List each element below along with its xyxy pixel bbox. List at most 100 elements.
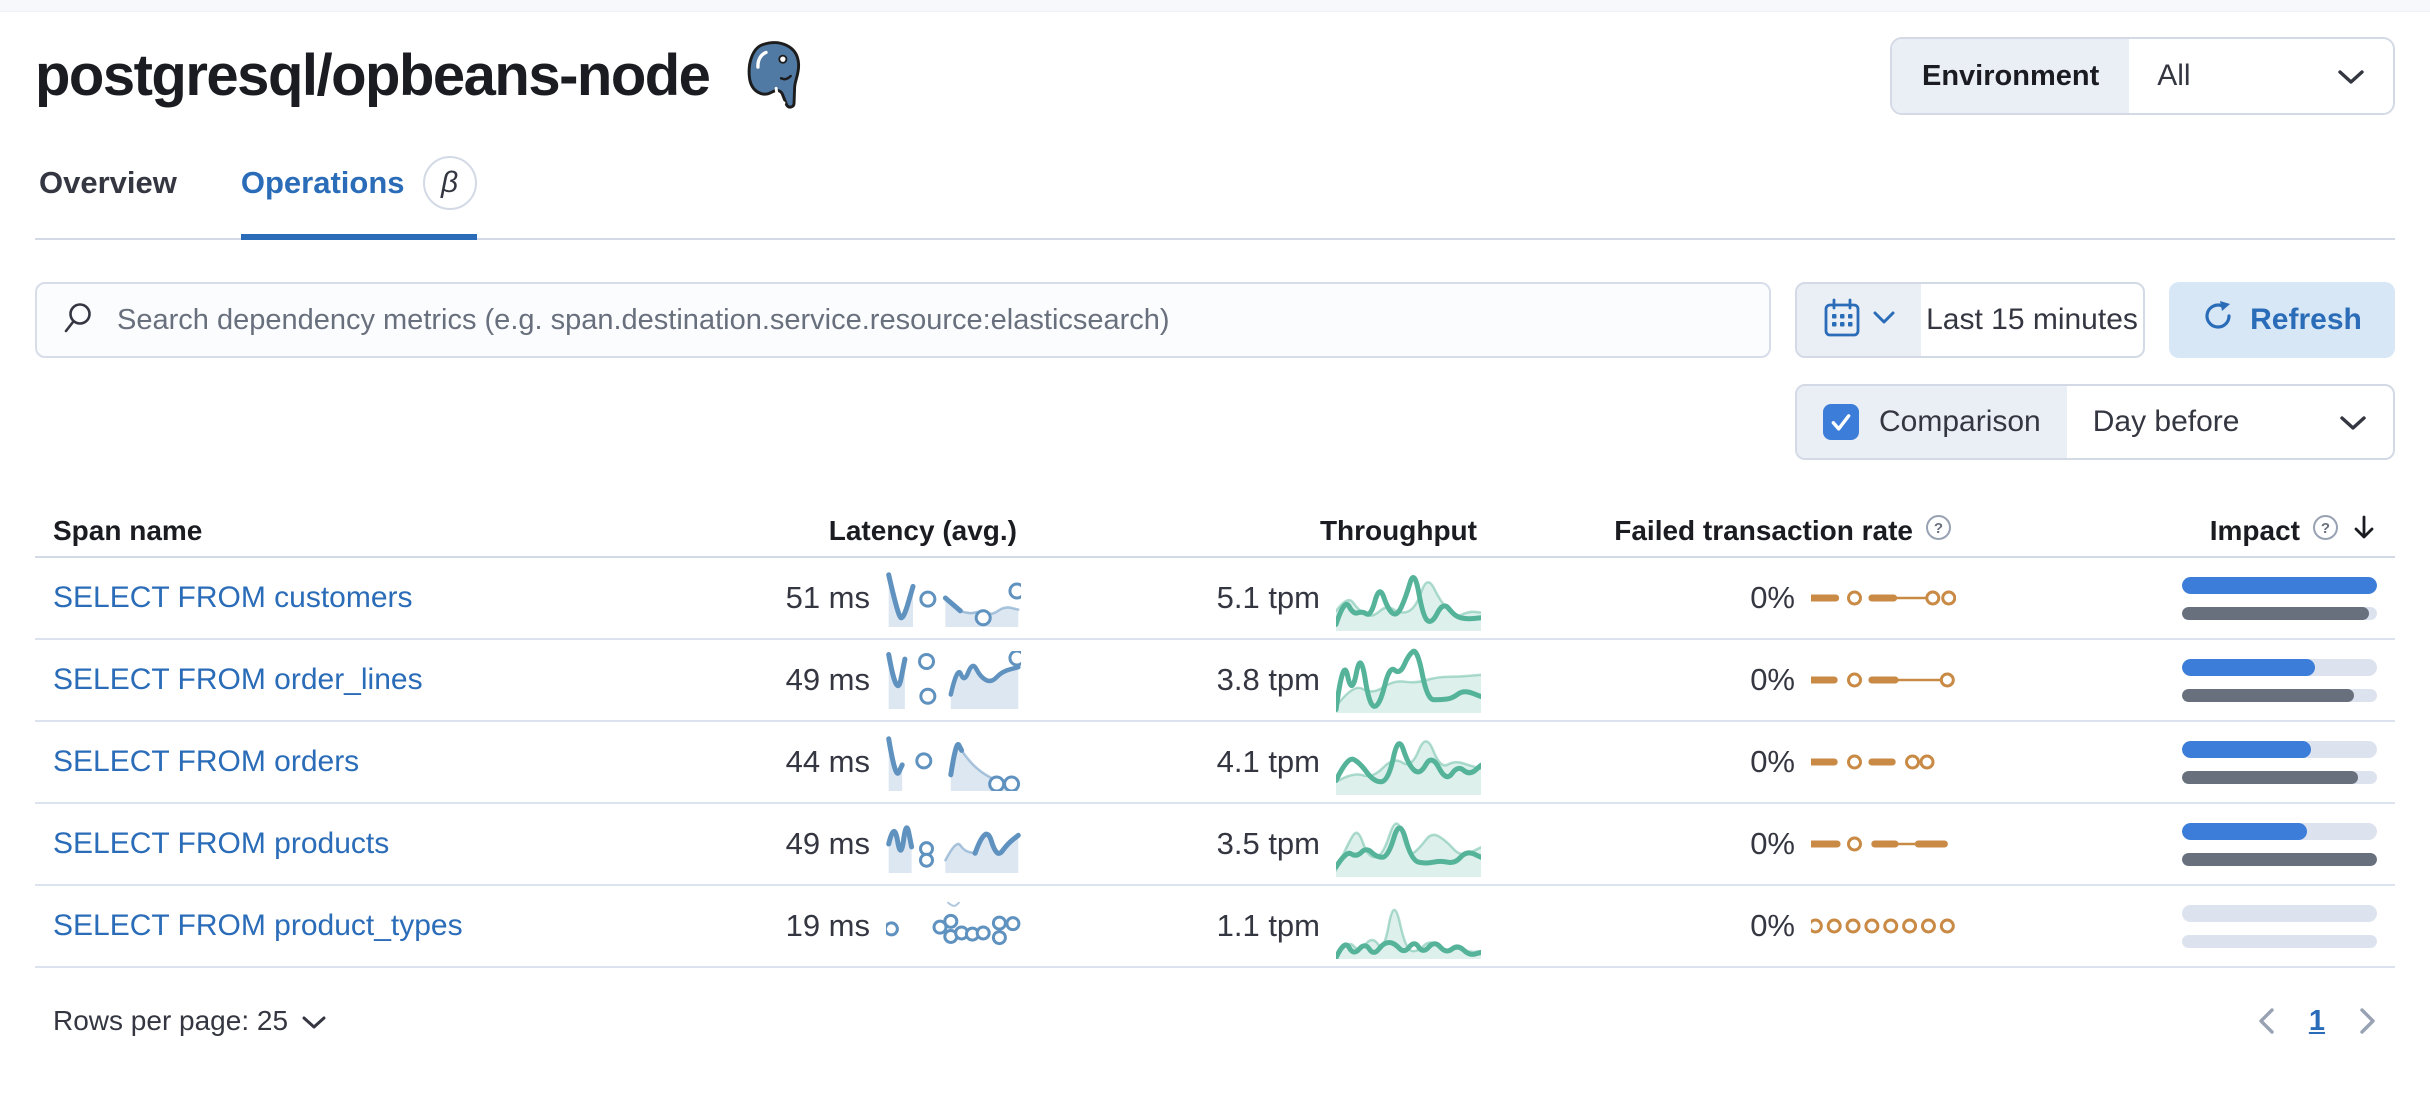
latency-sparkline	[886, 901, 1021, 946]
environment-filter-label: Environment	[1892, 39, 2130, 113]
page-title: postgresql/opbeans-node	[35, 43, 711, 108]
throughput-sparkline	[1336, 822, 1481, 877]
sort-descending-icon[interactable]	[2351, 514, 2377, 549]
table-row: SELECT FROM orders 44 ms 4.1 tpm 0%	[35, 722, 2395, 804]
throughput-value: 4.1 tpm	[1216, 744, 1320, 779]
comparison-selected-value: Day before	[2092, 405, 2240, 438]
comparison-group: Comparison Day before	[1795, 384, 2395, 460]
impact-cell	[1970, 576, 2395, 620]
impact-cell	[1970, 658, 2395, 702]
date-quick-menu-button[interactable]	[1797, 284, 1921, 356]
operations-table: Span name Latency (avg.) Throughput Fail…	[35, 510, 2395, 1060]
time-range-button[interactable]: Last 15 minutes	[1926, 303, 2138, 336]
help-icon[interactable]: ?	[1925, 514, 1952, 548]
throughput-sparkline	[1336, 648, 1481, 713]
refresh-button[interactable]: Refresh	[2169, 282, 2395, 358]
beta-badge: β	[422, 156, 477, 210]
toolbar: Last 15 minutes Refresh	[35, 282, 2395, 358]
latency-cell: 49 ms	[700, 815, 1035, 873]
page-number-1[interactable]: 1	[2308, 1004, 2325, 1037]
impact-bar-previous	[2182, 770, 2377, 784]
throughput-cell: 3.5 tpm	[1035, 811, 1495, 877]
search-input[interactable]	[115, 302, 1745, 338]
impact-cell	[1970, 822, 2395, 866]
latency-sparkline	[886, 736, 1021, 791]
tab-operations[interactable]: Operations β	[240, 156, 477, 240]
pagination: 1	[2257, 1005, 2377, 1038]
failed-rate-value: 0%	[1750, 826, 1795, 861]
column-header-latency: Latency (avg.)	[828, 515, 1017, 546]
failed-rate-cell: 0%	[1495, 908, 1970, 944]
failed-rate-cell: 0%	[1495, 826, 1970, 862]
latency-cell: 19 ms	[700, 897, 1035, 955]
refresh-icon	[2202, 300, 2234, 340]
throughput-cell: 5.1 tpm	[1035, 565, 1495, 631]
throughput-sparkline	[1336, 574, 1481, 631]
rows-per-page-button[interactable]: Rows per page: 25	[53, 1005, 326, 1037]
page-header: postgresql/opbeans-node Environment All	[35, 34, 2395, 118]
latency-value: 51 ms	[785, 580, 870, 615]
span-name-link[interactable]: SELECT FROM order_lines	[53, 663, 423, 696]
throughput-value: 1.1 tpm	[1216, 908, 1320, 943]
impact-cell	[1970, 740, 2395, 784]
comparison-select[interactable]: Day before	[2067, 386, 2393, 458]
latency-sparkline	[886, 651, 1021, 709]
failed-rate-value: 0%	[1750, 580, 1795, 615]
throughput-sparkline	[1336, 908, 1481, 959]
calendar-icon	[1823, 298, 1861, 343]
latency-value: 44 ms	[785, 744, 870, 779]
help-icon[interactable]: ?	[2312, 514, 2339, 548]
span-name-link[interactable]: SELECT FROM product_types	[53, 909, 463, 942]
environment-select[interactable]: All	[2129, 39, 2393, 113]
latency-cell: 44 ms	[700, 733, 1035, 791]
throughput-cell: 3.8 tpm	[1035, 647, 1495, 713]
throughput-cell: 4.1 tpm	[1035, 729, 1495, 795]
failed-rate-cell: 0%	[1495, 662, 1970, 698]
failed-rate-value: 0%	[1750, 908, 1795, 943]
table-footer: Rows per page: 25 1	[35, 982, 2395, 1060]
span-name-link[interactable]: SELECT FROM customers	[53, 581, 413, 614]
tab-overview[interactable]: Overview	[39, 165, 177, 200]
failed-rate-cell: 0%	[1495, 744, 1970, 780]
latency-value: 19 ms	[785, 908, 870, 943]
table-row: SELECT FROM order_lines 49 ms 3.8 tpm 0%	[35, 640, 2395, 722]
span-name-link[interactable]: SELECT FROM products	[53, 827, 390, 860]
throughput-cell: 1.1 tpm	[1035, 893, 1495, 959]
environment-selected-value: All	[2157, 59, 2191, 92]
throughput-value: 3.8 tpm	[1216, 662, 1320, 697]
failed-rate-cell: 0%	[1495, 580, 1970, 616]
comparison-toggle-section: Comparison	[1797, 386, 2067, 458]
impact-bar-current	[2182, 576, 2377, 594]
latency-value: 49 ms	[785, 662, 870, 697]
failed-rate-sparkline	[1811, 918, 1955, 934]
failed-rate-sparkline	[1811, 836, 1948, 852]
chevron-down-icon	[2339, 405, 2367, 439]
date-picker-group: Last 15 minutes	[1795, 282, 2145, 358]
comparison-checkbox[interactable]	[1823, 404, 1859, 440]
failed-rate-value: 0%	[1750, 662, 1795, 697]
next-page-button[interactable]	[2359, 1007, 2377, 1035]
column-header-impact[interactable]: Impact ?	[1970, 514, 2395, 549]
table-row: SELECT FROM products 49 ms 3.5 tpm 0%	[35, 804, 2395, 886]
postgresql-icon	[739, 39, 811, 113]
chevron-down-icon	[1873, 311, 1895, 330]
column-header-throughput: Throughput	[1319, 515, 1477, 546]
chevron-down-icon	[2337, 59, 2365, 93]
search-icon	[61, 301, 95, 340]
environment-filter: Environment All	[1890, 37, 2395, 115]
failed-rate-sparkline	[1811, 590, 1956, 606]
comparison-row: Comparison Day before	[35, 384, 2395, 460]
failed-rate-sparkline	[1811, 672, 1955, 688]
span-name-link[interactable]: SELECT FROM orders	[53, 745, 360, 778]
throughput-sparkline	[1336, 740, 1481, 795]
impact-bar-current	[2182, 740, 2377, 758]
throughput-value: 3.5 tpm	[1216, 826, 1320, 861]
chevron-down-icon	[302, 1005, 326, 1037]
table-row: SELECT FROM product_types 19 ms 1.1 tpm …	[35, 886, 2395, 968]
failed-rate-sparkline	[1811, 754, 1935, 770]
impact-bar-previous	[2182, 852, 2377, 866]
previous-page-button[interactable]	[2257, 1007, 2275, 1035]
impact-bar-current	[2182, 904, 2377, 922]
latency-cell: 49 ms	[700, 651, 1035, 709]
table-header-row: Span name Latency (avg.) Throughput Fail…	[35, 510, 2395, 558]
